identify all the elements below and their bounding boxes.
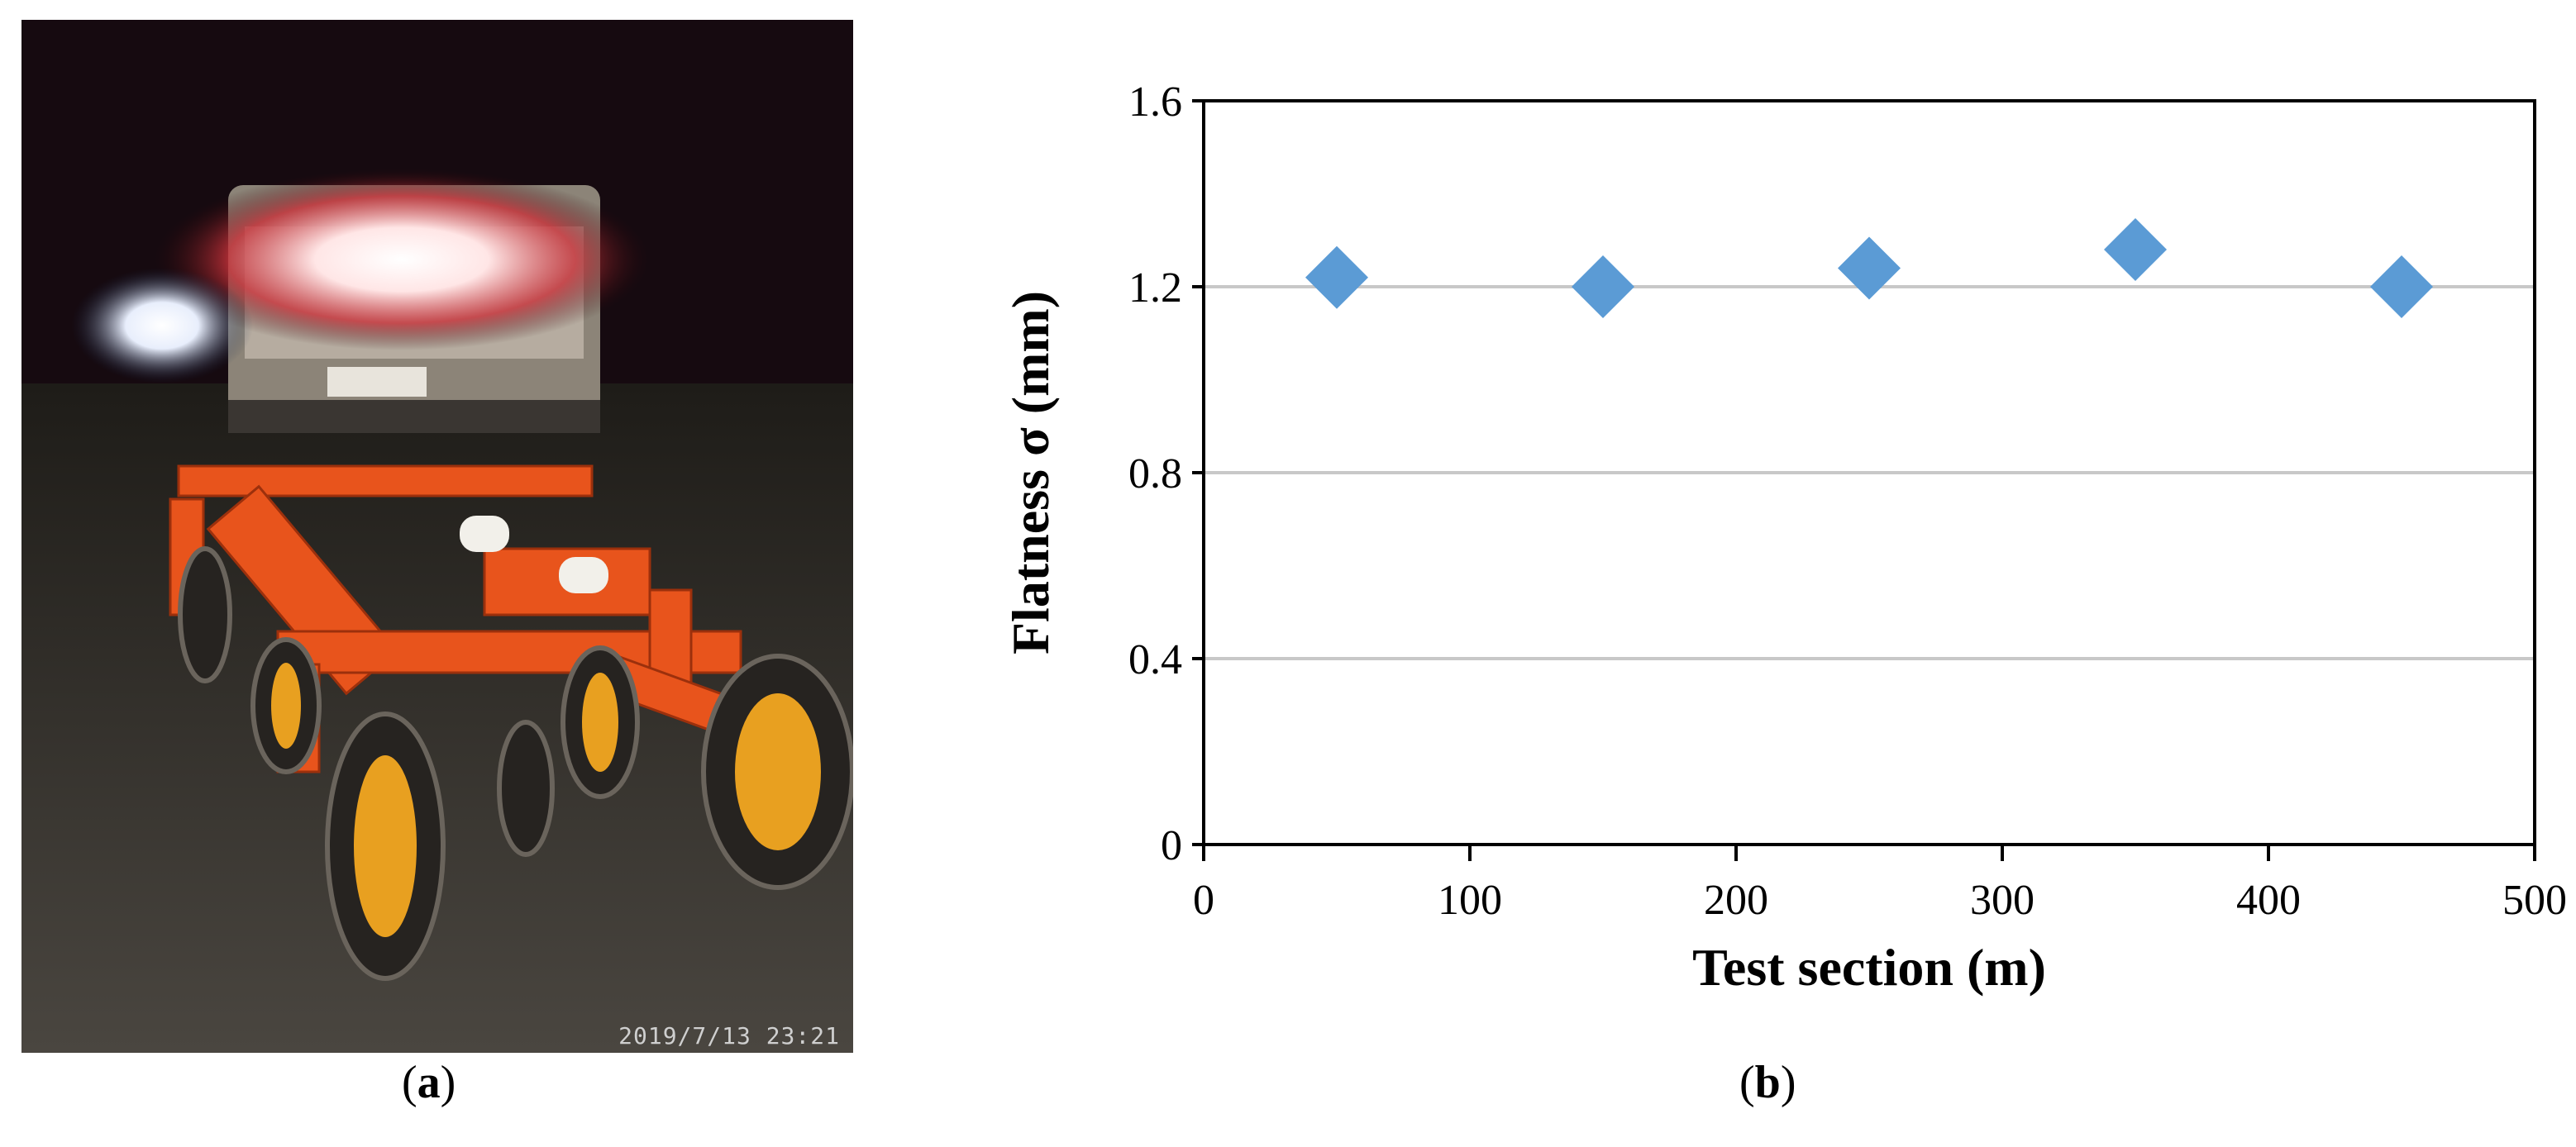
- x-tick-label: 0: [1193, 877, 1214, 924]
- data-point-diamond: [1572, 255, 1634, 318]
- flatness-chart: 0 100 200 300 400 500 0 0.4 0.8 1.2 1.6 Test sect…: [951, 50, 2576, 1025]
- photo-timestamp: 2019/7/13 23:21: [618, 1022, 840, 1049]
- test-rig-photo: [21, 20, 853, 1053]
- data-point-diamond: [1838, 236, 1901, 300]
- data-point-diamond: [1305, 245, 1368, 309]
- caption-a: (a): [402, 1057, 456, 1108]
- caption-b-letter: b: [1754, 1057, 1781, 1108]
- y-tick-label: 0.4: [1128, 636, 1182, 683]
- y-tick-label: 0: [1161, 822, 1182, 869]
- data-point-diamond: [2370, 255, 2433, 318]
- photo-panel: 2019/7/13 23:21: [21, 20, 853, 1053]
- y-axis-title: Flatness σ (mm): [1001, 291, 1060, 654]
- y-tick-label: 1.2: [1128, 264, 1182, 312]
- x-tick-label: 500: [2502, 877, 2567, 924]
- x-tick-label: 300: [1970, 877, 2035, 924]
- chart-svg: 0 100 200 300 400 500 0 0.4 0.8 1.2 1.6 Test sect…: [1001, 79, 2567, 997]
- y-axis-ticks: 0 0.4 0.8 1.2 1.6: [1128, 79, 1204, 869]
- gridlines: [1204, 285, 2535, 660]
- x-axis-ticks: 0 100 200 300 400 500: [1193, 845, 2567, 924]
- x-tick-label: 200: [1704, 877, 1768, 924]
- data-point-diamond: [2104, 218, 2167, 281]
- x-tick-label: 100: [1438, 877, 1502, 924]
- caption-b: (b): [1739, 1057, 1796, 1108]
- caption-a-letter: a: [417, 1057, 441, 1108]
- data-points: [1305, 218, 2433, 318]
- y-tick-label: 0.8: [1128, 450, 1182, 497]
- x-axis-title: Test section (m): [1692, 938, 2046, 997]
- y-tick-label: 1.6: [1128, 79, 1182, 126]
- x-tick-label: 400: [2236, 877, 2301, 924]
